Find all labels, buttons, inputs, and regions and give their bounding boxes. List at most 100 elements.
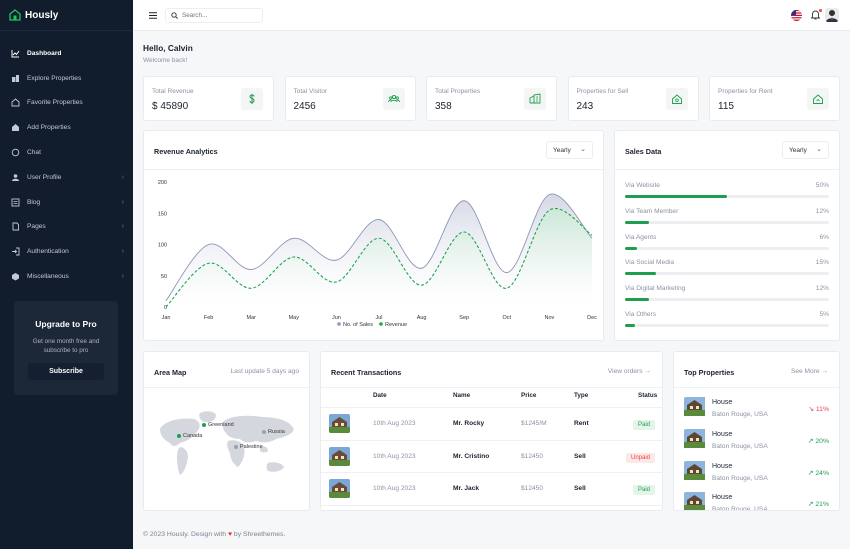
home-rent-icon	[807, 88, 829, 110]
us-flag-icon[interactable]	[791, 10, 802, 21]
property-location: Baton Rouge, USA	[712, 411, 768, 418]
view-orders-label: View orders	[607, 368, 643, 375]
legend-label[interactable]: No. of Sales	[343, 322, 373, 328]
menu-toggle-button[interactable]	[145, 8, 160, 23]
transaction-price: $12450	[521, 452, 544, 460]
sidebar-item-explore-properties[interactable]: Explore Properties	[0, 66, 133, 91]
footer: © 2023 Hously. Design with ♥ by Shreethe…	[143, 531, 285, 538]
heart-icon: ♥	[227, 531, 233, 538]
property-change: ↗ 20%	[808, 437, 829, 445]
sidebar-item-miscellaneous[interactable]: Miscellaneous ›	[0, 264, 133, 289]
sidebar-item-blog[interactable]: Blog ›	[0, 190, 133, 215]
property-thumbnail	[329, 414, 350, 433]
search-box[interactable]	[165, 8, 263, 23]
chat-icon	[11, 148, 20, 157]
top-properties-title: Top Properties	[684, 368, 735, 377]
user-avatar[interactable]	[825, 8, 839, 22]
sidebar-item-pages[interactable]: Pages ›	[0, 215, 133, 240]
progress-fill	[625, 298, 650, 302]
logo-icon	[9, 9, 21, 21]
change-value: 21%	[815, 501, 829, 509]
sidebar-item-label: Dashboard	[27, 49, 62, 57]
greeting: Hello, Calvin Welcome back!	[143, 43, 193, 64]
chevron-down-icon: ⌄	[816, 146, 822, 153]
sidebar-item-authentication[interactable]: Authentication ›	[0, 239, 133, 264]
upgrade-line-2: subscribe to pro	[43, 347, 89, 355]
y-tick-label: 50	[161, 274, 167, 280]
column-header: Type	[574, 392, 589, 399]
file-icon	[11, 222, 20, 231]
buildings-icon	[11, 74, 20, 83]
sidebar-item-label: Blog	[27, 198, 41, 206]
upgrade-title: Upgrade to Pro	[35, 319, 97, 329]
progress-track	[625, 298, 829, 302]
top-property-row[interactable]: House Baton Rouge, USA ↗ 24%	[684, 460, 829, 491]
login-icon	[11, 247, 20, 256]
transaction-row[interactable]: 10th Aug 2023 Mr. Rocky $1245/M Rent Pai…	[321, 407, 662, 439]
progress-track	[625, 195, 829, 198]
property-location: Baton Rouge, USA	[712, 506, 768, 511]
recent-transactions-card: Recent Transactions View orders → Date Na…	[320, 351, 663, 511]
subscribe-button[interactable]: Subscribe	[28, 362, 104, 380]
notification-button[interactable]	[810, 9, 822, 21]
sidebar-item-chat[interactable]: Chat	[0, 140, 133, 165]
change-value: 24%	[815, 469, 829, 477]
property-change: ↗ 21%	[808, 500, 829, 508]
home-heart-icon	[11, 98, 20, 107]
transaction-row[interactable]: 10th Aug 2023 Mr. Cristino $12450 Sell U…	[321, 439, 662, 472]
search-input[interactable]	[182, 12, 254, 19]
revenue-chart: 200 150 100 50 0 Jan Feb Mar May Jun Jul Aug Sep Oct N…	[158, 180, 597, 328]
notification-dot	[819, 9, 822, 12]
map-marker-canada[interactable]: Canada	[177, 433, 202, 439]
cube-icon	[11, 272, 20, 281]
top-property-row[interactable]: House Baton Rouge, USA ↘ 11%	[684, 397, 829, 427]
sidebar-item-label: Explore Properties	[27, 74, 82, 82]
chevron-right-icon: ›	[121, 173, 124, 181]
property-thumbnail	[684, 428, 708, 451]
property-location: Baton Rouge, USA	[712, 442, 768, 450]
series-line-revenue	[165, 207, 593, 308]
transactions-title: Recent Transactions	[331, 368, 402, 377]
stat-label: Total Visitor	[293, 88, 327, 95]
property-thumbnail	[684, 492, 708, 510]
transaction-type: Sell	[574, 452, 586, 460]
revenue-period-select[interactable]: Yearly ⌄	[546, 141, 593, 159]
sales-period-select[interactable]: Yearly ⌄	[782, 141, 829, 159]
stat-card-total-visitor: Total Visitor 2456	[284, 76, 416, 121]
see-more-link[interactable]: See More →	[791, 368, 828, 375]
transaction-type: Rent	[574, 420, 589, 427]
sales-period-value: Yearly	[789, 146, 807, 154]
sales-data-title: Sales Data	[625, 147, 662, 156]
brand[interactable]: Hously	[0, 0, 133, 31]
transaction-row[interactable]: 10th Aug 2023 Mr. Jack $12450 Sell Paid	[321, 472, 662, 504]
transaction-name: Mr. Cristino	[453, 452, 490, 460]
sidebar-item-label: Miscellaneous	[27, 273, 69, 281]
top-property-row[interactable]: House Baton Rouge, USA ↗ 20%	[684, 428, 829, 459]
chevron-right-icon: ›	[121, 198, 124, 206]
property-type: House	[712, 399, 733, 406]
trend-down-icon: ↘	[808, 406, 814, 413]
chevron-right-icon: ›	[121, 273, 124, 281]
sidebar-item-dashboard[interactable]: Dashboard	[0, 41, 133, 66]
trend-up-icon: ↗	[807, 501, 814, 509]
view-orders-link[interactable]: View orders →	[608, 368, 651, 375]
column-header: Date	[373, 392, 387, 399]
legend-label[interactable]: Revenue	[385, 322, 407, 328]
transaction-row-partial	[321, 504, 662, 511]
map-marker-russia[interactable]: Russia	[262, 429, 285, 435]
sales-channel-name: Via Social Media	[625, 259, 674, 267]
sidebar-item-add-properties[interactable]: Add Properties	[0, 115, 133, 140]
property-change: ↘ 11%	[808, 405, 829, 413]
sidebar-item-favorite-properties[interactable]: Favorite Properties	[0, 91, 133, 116]
top-property-row[interactable]: House Baton Rouge, USA ↗ 21%	[684, 492, 829, 511]
property-type: House	[712, 494, 733, 502]
sales-channel-name: Via Team Member	[625, 207, 679, 215]
map-marker-palestine[interactable]: Palestine	[234, 444, 263, 450]
map-marker-greenland[interactable]: Greenland	[202, 422, 234, 428]
sales-channel-name: Via Agents	[625, 233, 657, 241]
column-header: Name	[453, 392, 471, 399]
see-more-label: See More	[790, 368, 820, 375]
sidebar-item-user-profile[interactable]: User Profile ›	[0, 165, 133, 190]
transaction-date: 10th Aug 2023	[373, 452, 416, 460]
sidebar-item-label: Chat	[27, 149, 41, 157]
